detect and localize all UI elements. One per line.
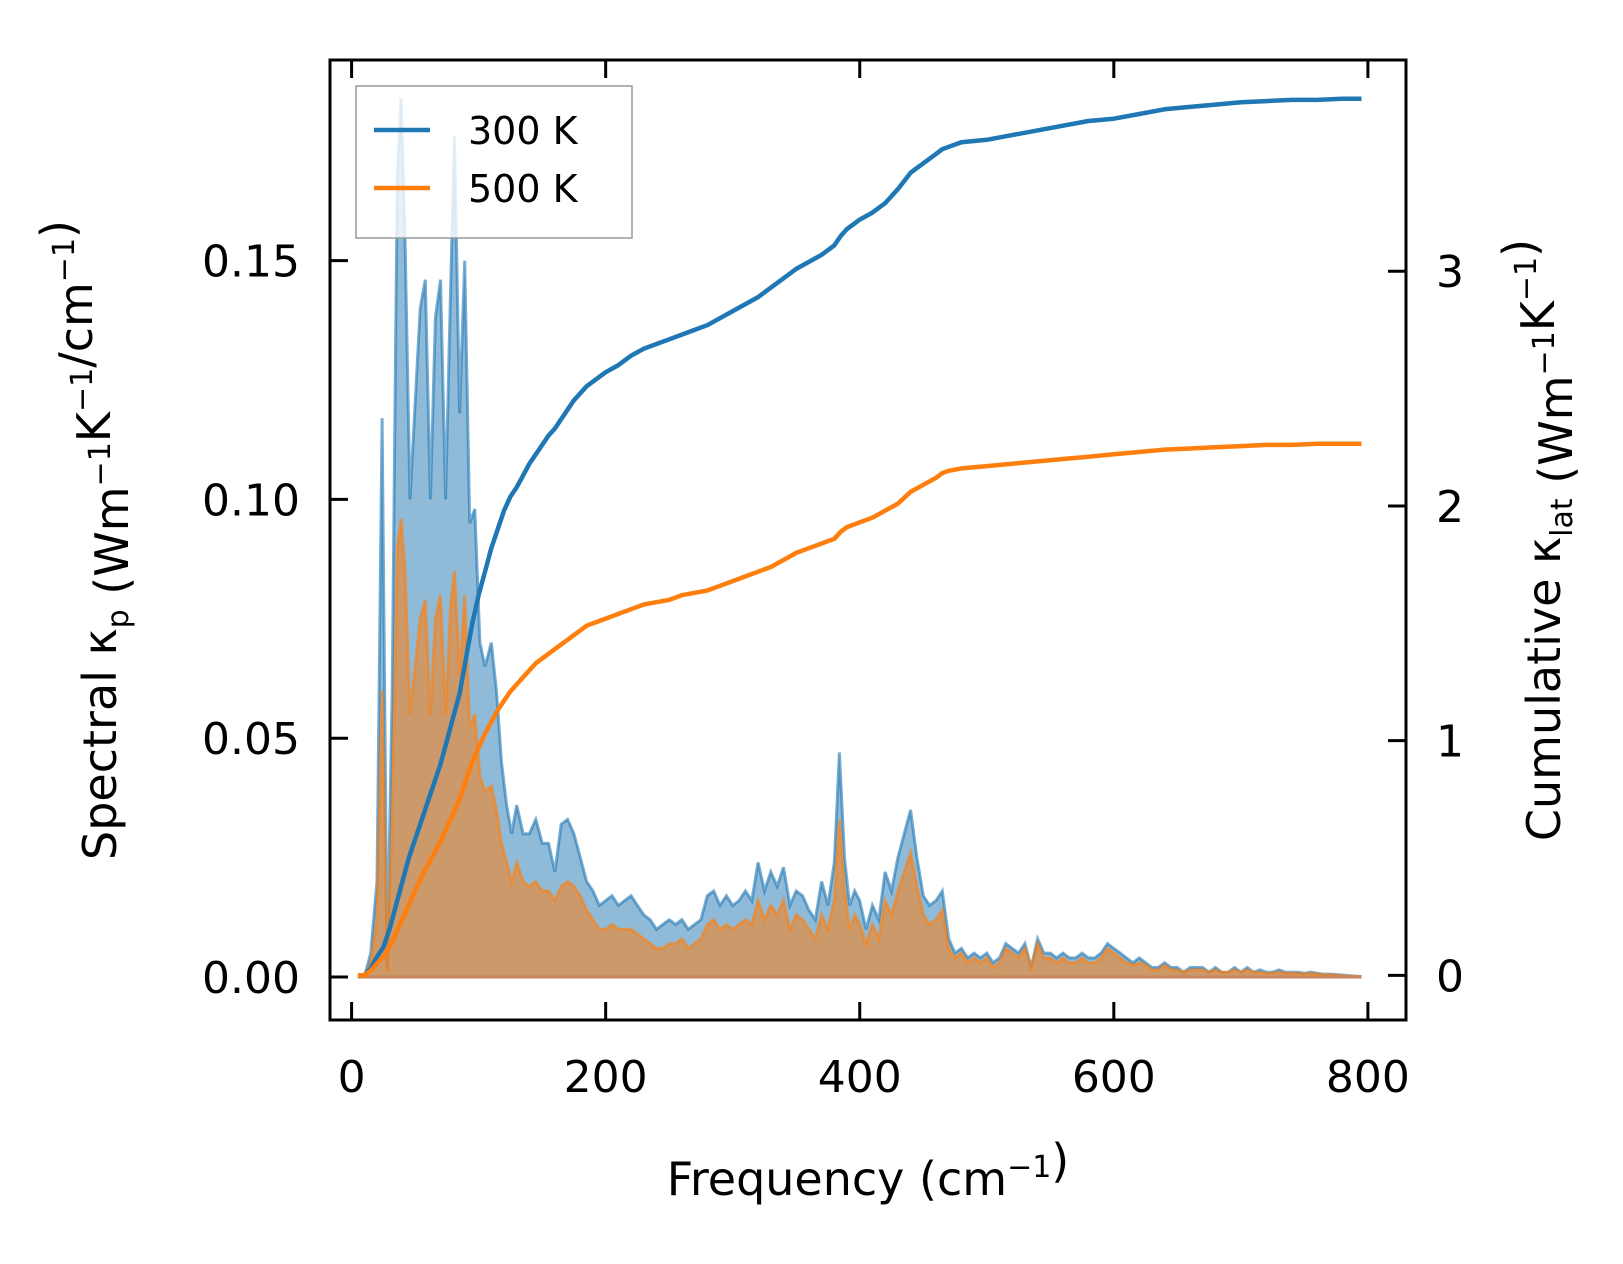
axes-layer: 0 200 400 600 800 0.00 0.05 0.10 0.15 0 1 2 3 [202, 58, 1464, 1103]
y-left-tick-label: 0.00 [202, 953, 300, 1004]
y-left-tick-label: 0.05 [202, 714, 300, 765]
legend-box [355, 85, 633, 239]
plot-area [357, 96, 1362, 979]
y-left-tick-label: 0.15 [202, 237, 300, 288]
y-right-tick-label: 2 [1436, 482, 1464, 533]
legend-label-300k: 300 K [468, 109, 579, 153]
x-tick-label: 200 [564, 1052, 648, 1103]
y-right-tick-label: 1 [1436, 717, 1464, 768]
y-left-tick-label: 0.10 [202, 475, 300, 526]
y-left-axis-label: Spectral κp (Wm−1K−1/cm−1) [31, 220, 139, 860]
y-right-axis-label: Cumulative κlat (Wm−1K−1) [1493, 239, 1583, 841]
x-tick-label: 800 [1326, 1052, 1410, 1103]
cumulative-line-500k [357, 441, 1362, 978]
labels-layer: Frequency (cm−1) Spectral κp (Wm−1K−1/cm−… [31, 220, 1583, 1206]
cumulative-line-300k [357, 96, 1362, 978]
x-tick-label: 0 [338, 1052, 366, 1103]
x-tick-label: 600 [1072, 1052, 1156, 1103]
x-tick-label: 400 [818, 1052, 902, 1103]
legend-label-500k: 500 K [468, 167, 579, 211]
x-axis-label: Frequency (cm−1) [667, 1134, 1070, 1206]
legend: 300 K 500 K [355, 85, 633, 239]
y-right-tick-label: 3 [1436, 247, 1464, 298]
axes-frame [328, 58, 1408, 1022]
spectral-line-500k [357, 518, 1362, 979]
y-right-tick-label: 0 [1436, 951, 1464, 1002]
spectral-area-500k [357, 518, 1362, 977]
